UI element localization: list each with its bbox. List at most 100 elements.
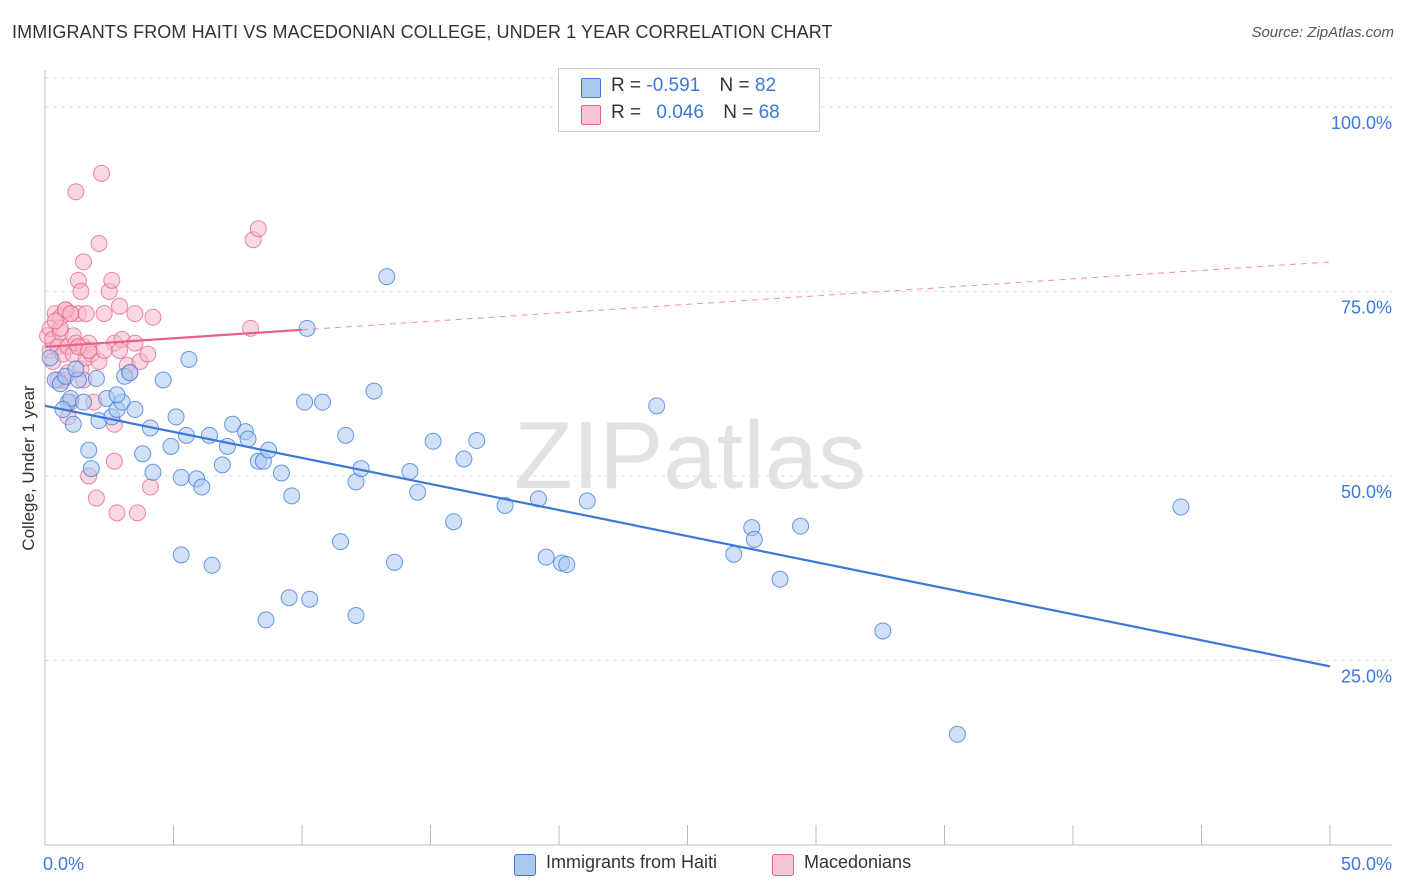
macedonian-trend-extension [301,261,1331,331]
macedonian-point [144,308,162,326]
haiti-point [496,496,514,514]
haiti-point [386,553,404,571]
haiti-point [347,606,365,624]
macedonian-point [72,282,90,300]
haiti-point [154,371,172,389]
legend-item-macedonians: Macedonians [772,852,912,876]
haiti-point [180,350,198,368]
macedonian-point [87,489,105,507]
x-tick-label: 50.0% [1341,854,1392,874]
macedonian-point [139,345,157,363]
macedonian-point [111,297,129,315]
watermark: ZIPatlas [514,402,866,509]
macedonian-point [126,334,144,352]
macedonian-point [108,504,126,522]
haiti-point [578,492,596,510]
macedonian-point [111,341,129,359]
y-axis-label: College, Under 1 year [19,385,38,551]
chart-title: IMMIGRANTS FROM HAITI VS MACEDONIAN COLL… [12,22,833,42]
haiti-trend-line [44,404,1331,668]
macedonians-legend-icon [772,854,794,876]
haiti-point [257,611,275,629]
legend-item-haiti: Immigrants from Haiti [514,852,718,876]
haiti-point [365,382,383,400]
y-tick-label: 25.0% [1341,666,1392,686]
legend-row-macedonians: R = 0.046 N = 68 [581,102,780,125]
haiti-point [283,487,301,505]
haiti-point [874,622,892,640]
legend-label-haiti: Immigrants from Haiti [546,852,718,872]
legend-row-haiti: R = -0.591 N = 82 [581,75,777,98]
macedonian-point [62,305,80,323]
macedonian-point [129,504,147,522]
haiti-point [298,319,316,337]
r-label: R = [611,102,647,123]
macedonian-point [77,305,95,323]
haiti-point [468,432,486,450]
haiti-point [82,460,100,478]
haiti-point [301,590,319,608]
haiti-point [134,445,152,463]
n-label: N = [723,102,759,123]
haiti-point [648,397,666,415]
haiti-point [108,386,126,404]
haiti-point [948,725,966,743]
macedonian-point [141,478,159,496]
haiti-point [455,450,473,468]
y-tick-label: 100.0% [1331,113,1392,133]
macedonians-swatch-icon [581,105,601,125]
haiti-point [337,426,355,444]
macedonian-point [90,234,108,252]
haiti-point [424,432,442,450]
haiti-point [401,463,419,481]
haiti-point [167,408,185,426]
macedonian-point [249,220,267,238]
haiti-point [1172,498,1190,516]
haiti-point [75,393,93,411]
haiti-point [272,464,290,482]
haiti-swatch-icon [581,78,601,98]
haiti-point [213,456,231,474]
macedonian-point [103,271,121,289]
haiti-point [172,468,190,486]
y-tick-label: 75.0% [1341,297,1392,317]
haiti-point [314,393,332,411]
haiti-point [41,349,59,367]
r-label: R = [611,75,647,96]
haiti-point [332,533,350,551]
haiti-point [144,463,162,481]
source-label: Source: ZipAtlas.com [1251,24,1394,41]
haiti-point [224,415,242,433]
haiti-point [558,556,576,574]
macedonian-trend-line [44,328,303,348]
haiti-point [193,478,211,496]
n-value-haiti: 82 [754,75,777,96]
haiti-point [121,364,139,382]
macedonian-point [46,312,64,330]
macedonian-point [95,341,113,359]
legend-label-macedonians: Macedonians [804,852,912,872]
haiti-point [126,401,144,419]
haiti-point [172,546,190,564]
haiti-point [725,545,743,563]
haiti-point [537,548,555,566]
haiti-point [771,570,789,588]
haiti-point [296,393,314,411]
macedonian-point [105,452,123,470]
haiti-point [445,513,463,531]
macedonian-point [75,253,93,271]
n-label: N = [719,75,755,96]
macedonian-point [67,183,85,201]
n-value-macedonians: 68 [758,102,780,123]
haiti-point [87,370,105,388]
macedonian-point [126,305,144,323]
haiti-point [792,517,810,535]
macedonian-point [93,164,111,182]
haiti-point [67,360,85,378]
haiti-point [280,589,298,607]
haiti-point [80,441,98,459]
haiti-point [239,430,257,448]
y-tick-label: 50.0% [1341,482,1392,502]
macedonian-point [95,305,113,323]
